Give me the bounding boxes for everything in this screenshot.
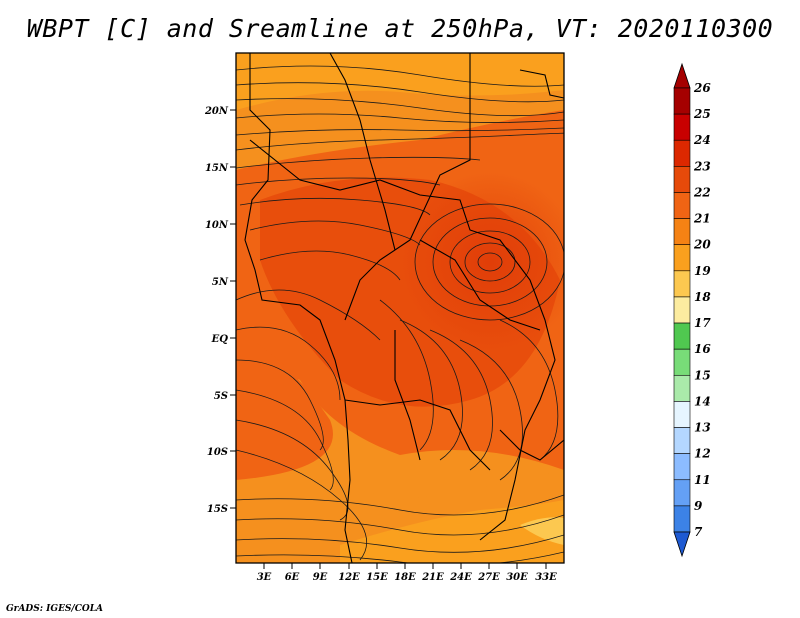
- colorbar-swatch: [673, 166, 691, 193]
- colorbar-label: 13: [694, 421, 711, 435]
- lon-label: 6E: [285, 572, 300, 583]
- lon-label: 33E: [535, 572, 557, 583]
- colorbar-swatch: [673, 505, 691, 533]
- colorbar-label: 25: [693, 107, 711, 121]
- lon-label: 30E: [506, 572, 528, 583]
- colorbar-swatch: [673, 322, 691, 350]
- colorbar-label: 16: [694, 342, 711, 356]
- colorbar-label: 14: [694, 394, 711, 408]
- lat-label: 20N: [204, 106, 229, 117]
- lon-label: 15E: [366, 572, 388, 583]
- colorbar-label: 24: [693, 133, 711, 147]
- lon-label: 24E: [449, 572, 472, 583]
- colorbar-swatch: [673, 270, 691, 298]
- colorbar-label: 23: [693, 159, 711, 173]
- colorbar-label: 21: [693, 212, 711, 226]
- colorbar-label: 7: [694, 525, 703, 539]
- colorbar-label: 11: [694, 473, 711, 487]
- colorbar-swatch: [673, 374, 691, 402]
- colorbar-swatch: [673, 427, 691, 454]
- lat-label: 10S: [207, 447, 228, 458]
- lat-label: 15S: [207, 504, 228, 515]
- lat-label: 5N: [212, 277, 229, 288]
- colorbar-label: 20: [693, 238, 711, 252]
- wbpt-shading: [236, 53, 564, 563]
- coastlines: [244, 53, 564, 563]
- colorbar: 26 25 24 23 22 21 20 19 18 17 16 15 14 13 12 11 9 7: [673, 62, 711, 558]
- grads-credit: GrADS: IGES/COLA: [6, 604, 104, 614]
- lat-label: EQ: [211, 334, 229, 345]
- colorbar-swatch: [673, 453, 691, 481]
- lat-label: 15N: [205, 163, 229, 174]
- colorbar-swatch: [673, 296, 691, 324]
- colorbar-swatch: [673, 87, 691, 115]
- colorbar-swatch: [673, 479, 691, 507]
- colorbar-label: 22: [693, 185, 711, 199]
- lon-label: 3E: [257, 572, 272, 583]
- colorbar-label: 18: [694, 290, 711, 304]
- lon-label: 12E: [338, 572, 360, 583]
- lon-label: 27E: [477, 572, 500, 583]
- lon-axis: 3E 6E 9E 12E 15E 18E 21E 24E 27E 30E 33E: [257, 563, 557, 583]
- colorbar-label: 17: [694, 316, 711, 330]
- colorbar-label: 15: [694, 368, 711, 382]
- colorbar-top-arrow: [673, 62, 691, 89]
- colorbar-swatch: [673, 192, 691, 219]
- lat-label: 10N: [205, 220, 229, 231]
- colorbar-swatch: [673, 348, 691, 376]
- lat-axis: 20N 15N 10N 5N EQ 5S 10S 15S: [204, 106, 236, 515]
- map-title: WBPT [C] and Sreamline at 250hPa, VT: 20…: [26, 14, 774, 43]
- streamlines: [236, 65, 564, 563]
- lon-label: 9E: [313, 572, 328, 583]
- colorbar-label: 9: [694, 499, 703, 513]
- map-frame: [235, 52, 565, 564]
- lat-label: 5S: [214, 391, 228, 402]
- colorbar-swatch: [673, 244, 691, 272]
- lon-label: 18E: [394, 572, 416, 583]
- colorbar-bottom-arrow: [673, 531, 691, 558]
- colorbar-label: 26: [693, 81, 711, 95]
- colorbar-swatch: [673, 113, 691, 141]
- colorbar-swatch: [673, 139, 691, 167]
- colorbar-label: 19: [694, 264, 711, 278]
- colorbar-swatch: [673, 401, 691, 428]
- lon-label: 21E: [421, 572, 444, 583]
- colorbar-label: 12: [694, 447, 711, 461]
- colorbar-swatch: [673, 218, 691, 246]
